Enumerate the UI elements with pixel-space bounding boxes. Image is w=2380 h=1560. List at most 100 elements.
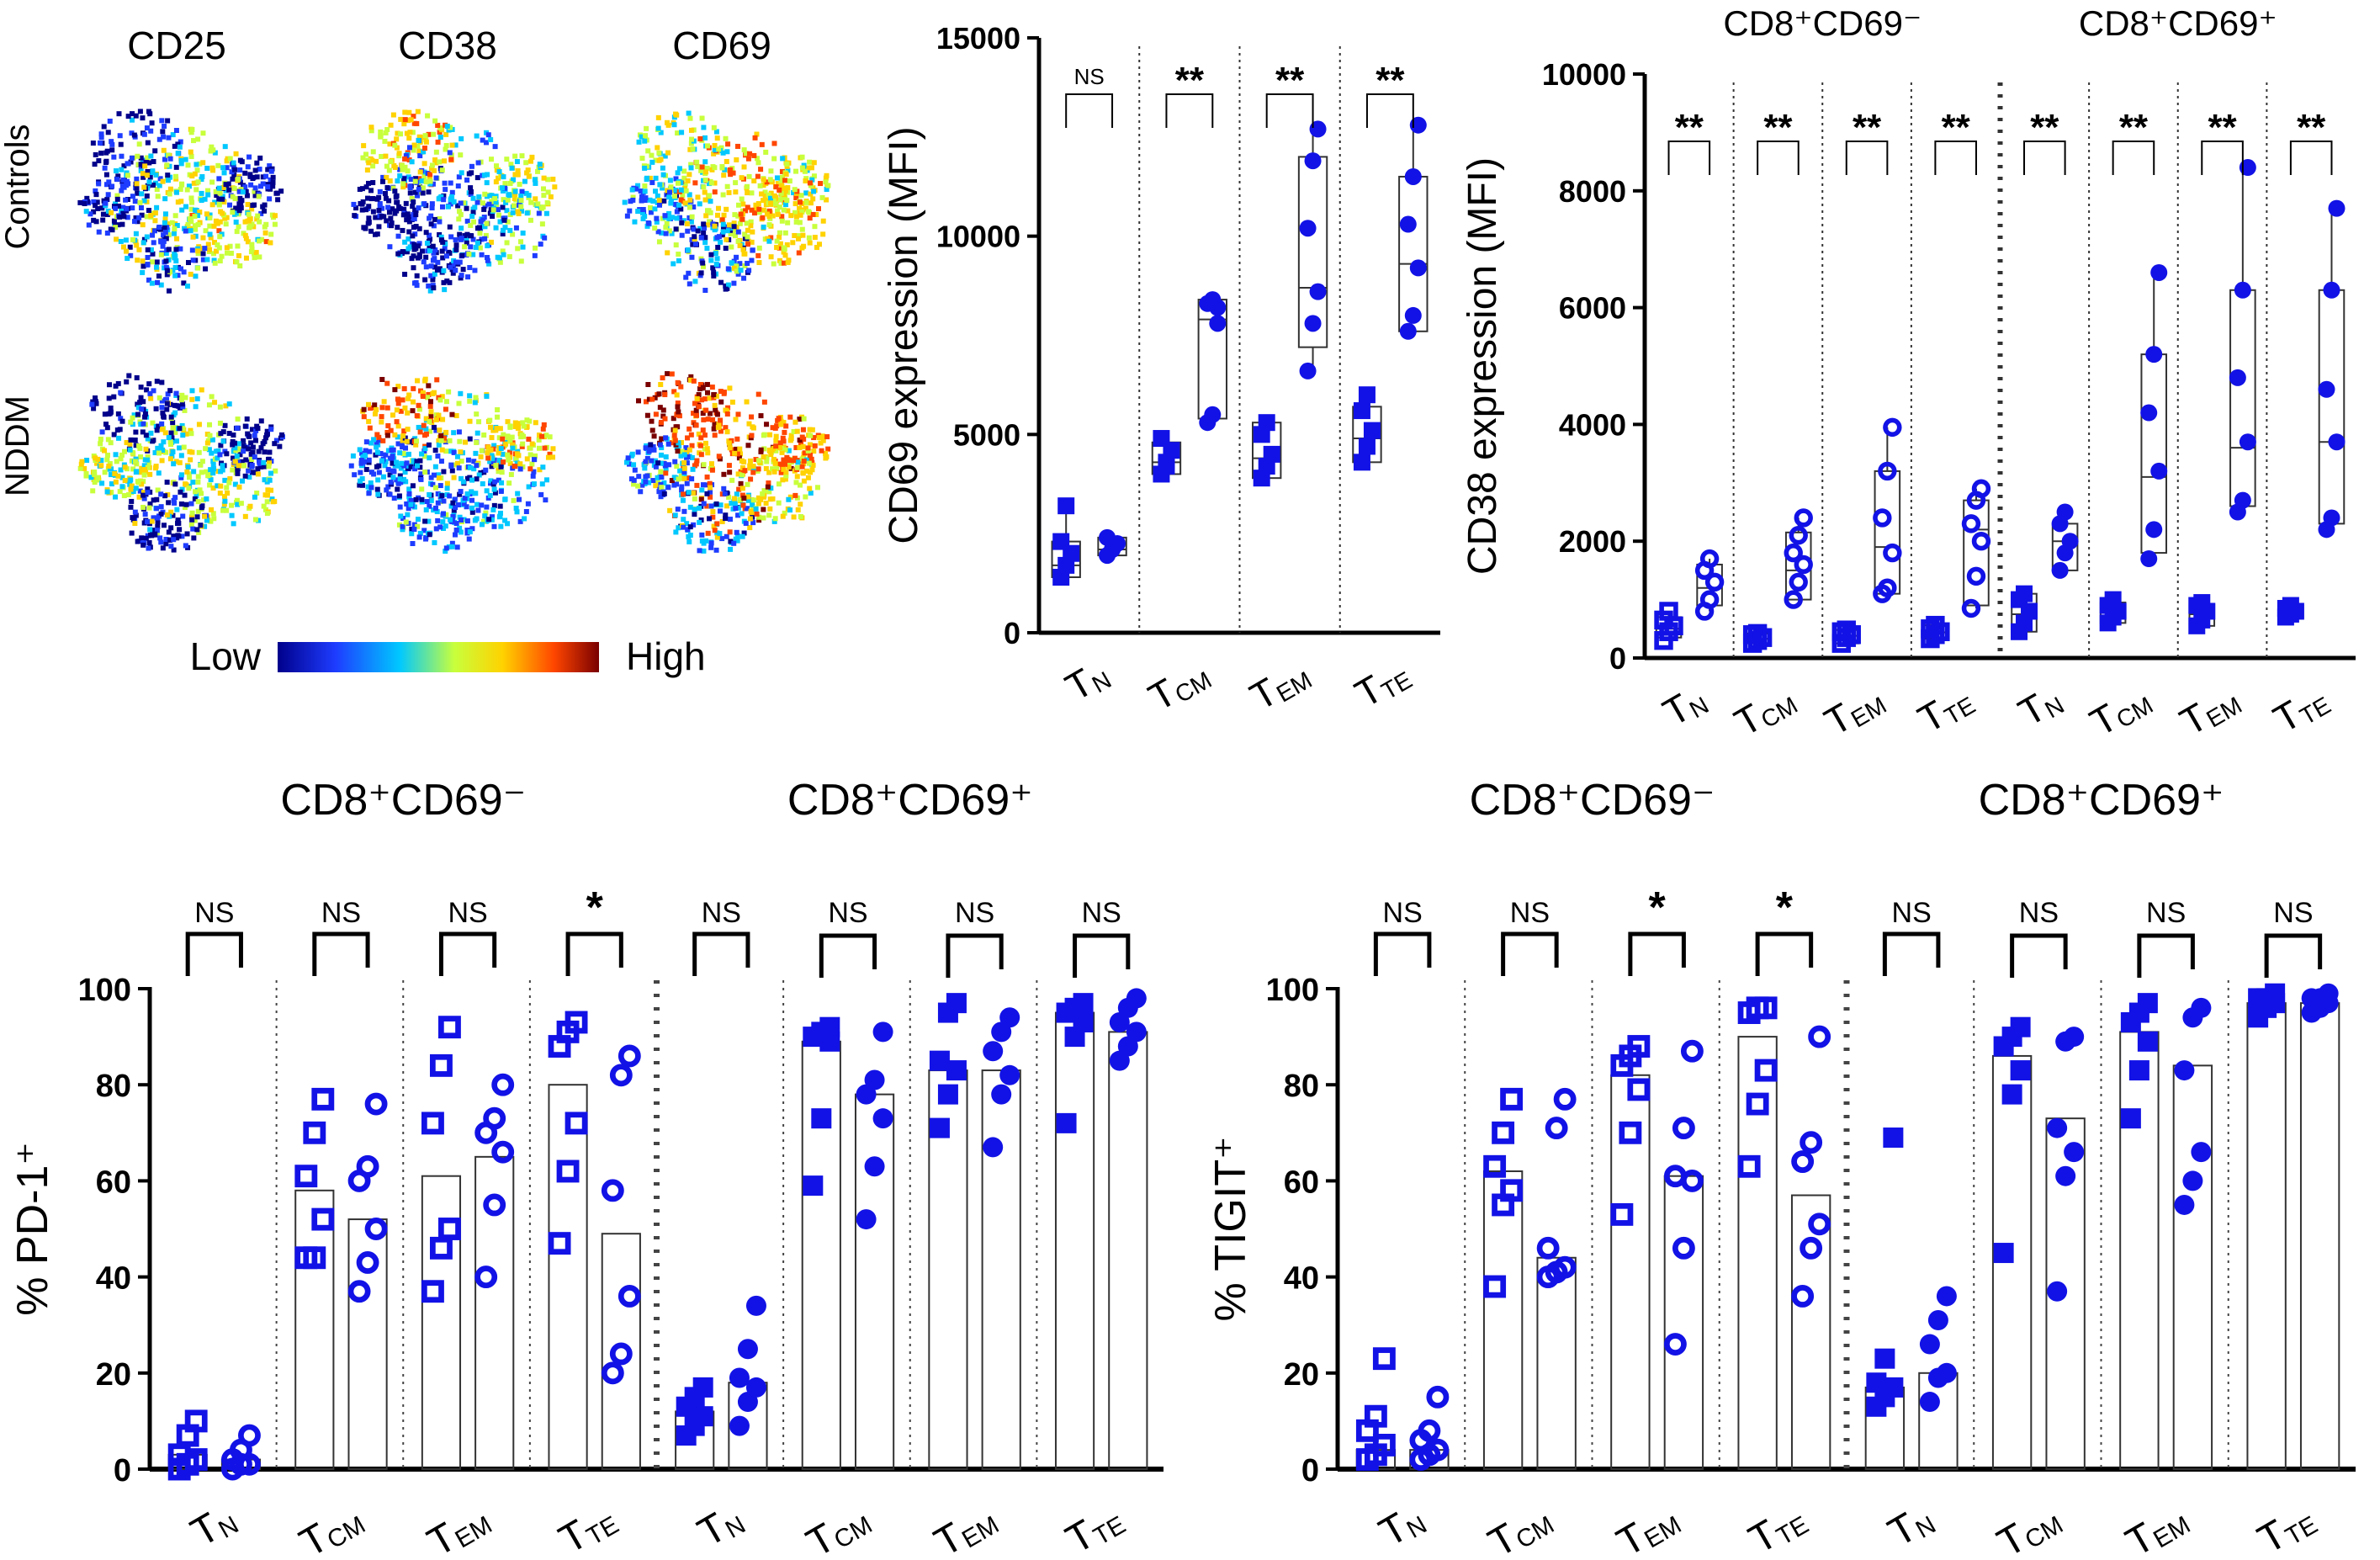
significance-label: *	[1649, 883, 1667, 932]
tsne-dot	[781, 438, 787, 444]
tsne-dot	[195, 265, 201, 271]
x-category-label-text: TEM	[1243, 651, 1317, 720]
tsne-dot	[408, 117, 414, 123]
data-point	[1304, 315, 1322, 332]
tsne-dot	[676, 257, 681, 263]
tsne-dot	[365, 195, 371, 201]
significance-label: NS	[448, 897, 487, 929]
tsne-dot	[264, 499, 270, 505]
tsne-dot	[430, 481, 436, 487]
tsne-dot	[168, 414, 174, 420]
tsne-dot	[447, 279, 453, 285]
tsne-dot	[262, 230, 268, 236]
tsne-dot	[751, 152, 757, 158]
tsne-dot	[250, 444, 256, 450]
tsne-dot	[93, 192, 99, 198]
tsne-dot	[799, 245, 805, 251]
tsne-dot	[685, 435, 691, 441]
tsne-dot	[451, 475, 457, 480]
tsne-dot	[446, 127, 452, 133]
tsne-dot	[497, 259, 503, 265]
tsne-dot	[134, 469, 140, 475]
tsne-dot	[724, 503, 730, 509]
data-point	[556, 1159, 580, 1183]
tsne-dot	[707, 219, 713, 225]
tsne-dot	[714, 530, 720, 536]
tsne-dot	[654, 215, 660, 221]
tsne-dot	[711, 392, 717, 398]
tsne-dot	[396, 151, 402, 157]
data-point	[1936, 1286, 1957, 1307]
data-point	[2137, 1031, 2158, 1052]
tsne-dot	[785, 208, 791, 214]
data-point	[1204, 406, 1222, 423]
tsne-dot	[728, 172, 734, 178]
tsne-dot	[140, 421, 146, 427]
tsne-dot	[807, 427, 813, 432]
tsne-dot	[466, 536, 472, 542]
tsne-dot	[766, 480, 771, 486]
group-title: CD8⁺CD69⁻	[1723, 3, 1921, 43]
tsne-dot	[133, 443, 139, 448]
tsne-dot	[398, 408, 404, 414]
tsne-dot	[652, 458, 658, 464]
tsne-dot	[198, 523, 204, 528]
tsne-dot	[395, 384, 401, 390]
tsne-dot	[145, 254, 151, 260]
tsne-dot	[141, 463, 147, 469]
tsne-dot	[712, 189, 718, 195]
tsne-dot	[477, 245, 483, 251]
tsne-dot	[131, 412, 137, 418]
tsne-dot	[384, 185, 390, 191]
tsne-dot	[148, 213, 154, 219]
tsne-dot	[719, 536, 725, 542]
tsne-dot	[681, 524, 686, 530]
tsne-dot	[206, 447, 212, 453]
tsne-dot	[496, 175, 501, 181]
tsne-dot	[206, 402, 212, 408]
tsne-dot	[241, 463, 246, 469]
tsne-dot	[395, 178, 400, 184]
tsne-dot	[252, 454, 257, 460]
tsne-dot	[168, 430, 174, 436]
tsne-dot	[808, 470, 814, 475]
data-point	[2239, 433, 2256, 451]
y-tick-label: 100	[1266, 973, 1319, 1008]
tsne-dot	[767, 195, 773, 201]
tsne-dot	[145, 454, 151, 460]
tsne-dot	[464, 528, 470, 533]
tsne-dot	[735, 505, 741, 511]
tsne-dot	[443, 131, 449, 137]
tsne-dot	[811, 173, 817, 179]
data-point	[1866, 1372, 1887, 1393]
tsne-dot	[175, 141, 181, 147]
tsne-dot	[529, 441, 535, 447]
tsne-dot	[456, 216, 462, 222]
tsne-dot	[731, 540, 737, 546]
tsne-dot	[155, 524, 161, 530]
tsne-dot	[739, 175, 745, 181]
tsne-dot	[386, 210, 392, 215]
tsne-dot	[160, 243, 166, 249]
tsne-dot	[726, 494, 732, 500]
tsne-dot	[710, 265, 716, 271]
tsne-dot	[437, 483, 443, 489]
tsne-dot	[109, 481, 114, 487]
tsne-dot	[800, 443, 806, 449]
tsne-dot	[679, 487, 685, 493]
tsne-dot	[499, 470, 505, 475]
tsne-dot	[150, 232, 156, 238]
tsne-dot	[464, 491, 470, 497]
tsne-dot	[712, 142, 718, 148]
tsne-dot	[771, 518, 777, 524]
tsne-dot	[702, 189, 708, 195]
tsne-dot	[249, 456, 255, 462]
tsne-dot	[779, 183, 785, 188]
tsne-dot	[215, 483, 220, 489]
tsne-dot	[522, 178, 527, 184]
tsne-dot	[735, 213, 741, 219]
tsne-dot	[166, 529, 172, 535]
tsne-dot	[708, 485, 713, 491]
tsne-dot	[173, 247, 179, 252]
tsne-dot	[422, 432, 428, 438]
